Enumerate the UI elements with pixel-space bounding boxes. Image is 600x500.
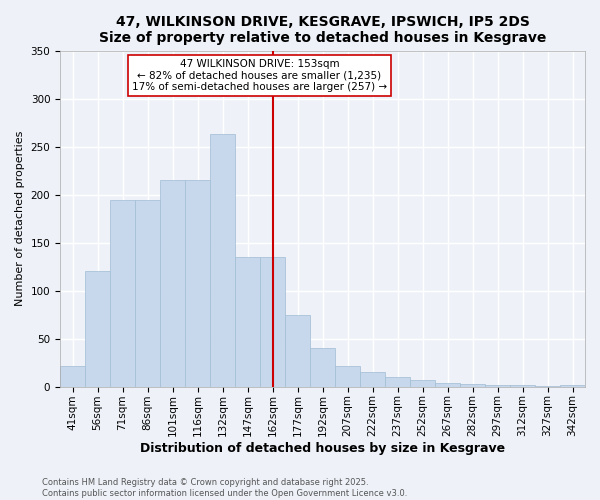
Title: 47, WILKINSON DRIVE, KESGRAVE, IPSWICH, IP5 2DS
Size of property relative to det: 47, WILKINSON DRIVE, KESGRAVE, IPSWICH, … (99, 15, 546, 45)
Bar (460, 384, 485, 386)
Y-axis label: Number of detached properties: Number of detached properties (15, 131, 25, 306)
Bar (85, 272, 110, 386)
Bar (260, 257, 285, 386)
Bar (310, 348, 335, 387)
Bar (435, 383, 460, 386)
Bar (410, 380, 435, 386)
Bar (360, 372, 385, 386)
Bar (510, 385, 535, 386)
Bar (185, 180, 210, 386)
X-axis label: Distribution of detached houses by size in Kesgrave: Distribution of detached houses by size … (140, 442, 505, 455)
Text: 47 WILKINSON DRIVE: 153sqm
← 82% of detached houses are smaller (1,235)
17% of s: 47 WILKINSON DRIVE: 153sqm ← 82% of deta… (132, 59, 387, 92)
Bar (285, 314, 310, 386)
Bar (60, 366, 85, 386)
Bar (560, 385, 585, 386)
Bar (210, 134, 235, 386)
Bar (385, 377, 410, 386)
Bar (335, 366, 360, 386)
Bar (135, 200, 160, 386)
Bar (160, 180, 185, 386)
Bar (485, 385, 510, 386)
Bar (235, 257, 260, 386)
Bar (110, 200, 135, 386)
Text: Contains HM Land Registry data © Crown copyright and database right 2025.
Contai: Contains HM Land Registry data © Crown c… (42, 478, 407, 498)
